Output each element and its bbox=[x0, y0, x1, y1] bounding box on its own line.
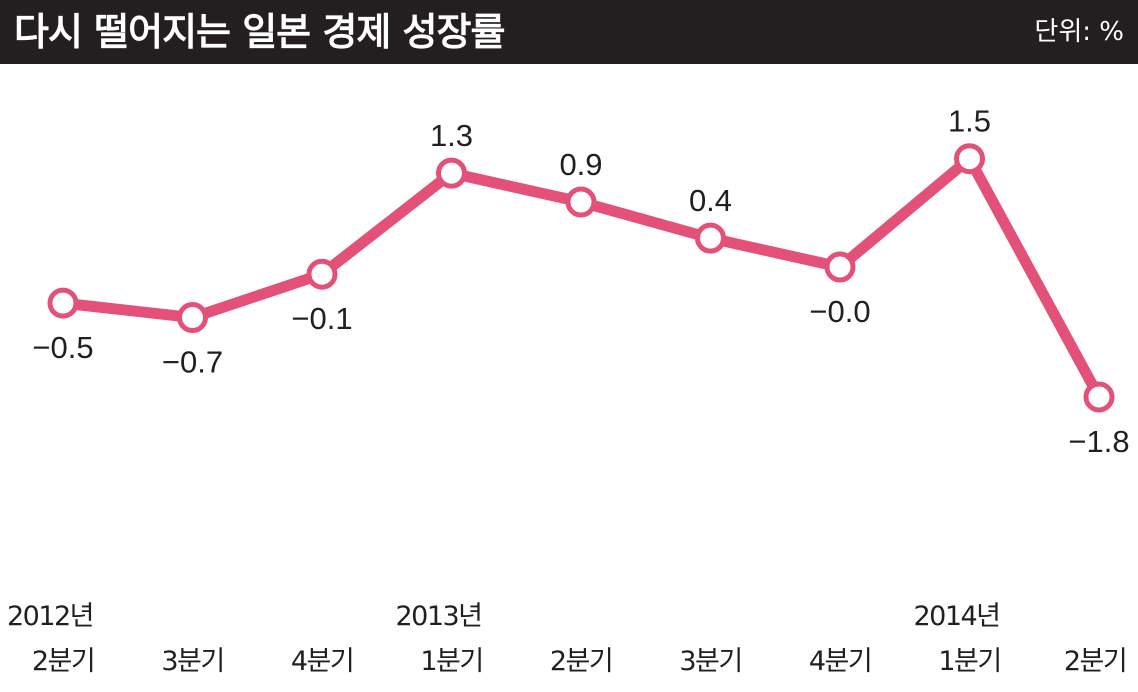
data-point bbox=[824, 251, 856, 283]
data-point bbox=[695, 222, 726, 254]
data-label: −1.8 bbox=[1068, 424, 1129, 459]
data-point bbox=[436, 157, 467, 189]
data-point bbox=[47, 287, 79, 319]
chart-title: 다시 떨어지는 일본 경제 성장률 bbox=[14, 10, 505, 54]
data-label: −0.7 bbox=[162, 345, 223, 380]
data-label: −0.0 bbox=[809, 294, 870, 329]
data-label: −0.1 bbox=[291, 301, 352, 336]
data-point bbox=[954, 143, 985, 175]
data-label: 1.3 bbox=[430, 118, 473, 153]
x-axis-labels: 2012년 2분기 3분기 4분기 2013년 1분기 2분기 3분기 4분기 2014년 1분기 2… bbox=[7, 601, 1128, 677]
data-label: 0.9 bbox=[559, 147, 602, 182]
data-point bbox=[1083, 381, 1115, 413]
x-tick-quarter-label: 4분기 bbox=[809, 646, 871, 677]
data-point bbox=[306, 258, 338, 290]
x-tick-quarter-label: 3분기 bbox=[679, 646, 741, 677]
x-tick-quarter-label: 2분기 bbox=[550, 646, 612, 677]
x-tick-quarter-label: 3분기 bbox=[161, 646, 223, 677]
x-tick-quarter-label: 4분기 bbox=[291, 646, 353, 677]
title-bar: 다시 떨어지는 일본 경제 성장률 단위: % bbox=[0, 0, 1138, 64]
data-point bbox=[565, 186, 597, 218]
points-layer bbox=[47, 143, 1115, 413]
data-point bbox=[177, 302, 208, 334]
x-tick-quarter-label: 1분기 bbox=[420, 646, 482, 677]
data-label: 0.4 bbox=[689, 183, 732, 218]
x-tick-year-label: 2013년 bbox=[395, 601, 481, 632]
x-tick-year-label: 2012년 bbox=[7, 601, 93, 632]
data-label: 1.5 bbox=[948, 104, 991, 139]
unit-label: 단위: % bbox=[1034, 17, 1124, 47]
x-tick-quarter-label: 2분기 bbox=[32, 646, 94, 677]
data-label: −0.5 bbox=[32, 330, 93, 365]
x-tick-quarter-label: 2분기 bbox=[1064, 646, 1126, 677]
value-labels-layer: −0.5 −0.7 −0.1 1.3 0.9 0.4 −0.0 1.5 −1.8 bbox=[32, 104, 1129, 459]
x-tick-year-label: 2014년 bbox=[913, 601, 999, 632]
x-tick-quarter-label: 1분기 bbox=[938, 646, 1000, 677]
